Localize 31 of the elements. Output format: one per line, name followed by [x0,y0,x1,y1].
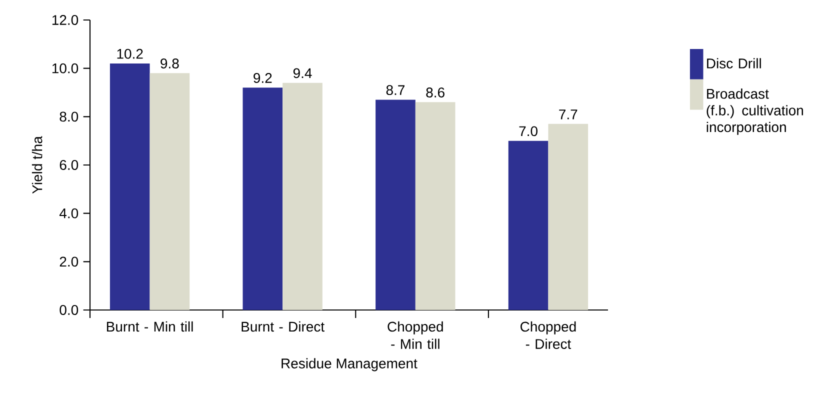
data-label: 9.8 [160,58,179,68]
bar [376,100,416,310]
bar [415,102,456,310]
legend-label: Broadcast (f.b.) cultivation incorporation [706,88,804,135]
bar [242,88,283,310]
y-tick-label: 2.0 [60,256,78,267]
data-label: 9.2 [254,73,272,83]
bar [508,140,548,310]
x-tick-label: Chopped - Direct [520,321,576,350]
legend-label: Disc Drill [707,58,761,68]
data-label: 10.2 [117,48,143,59]
y-tick-label: 12.0 [52,15,78,25]
y-tick-label: 6.0 [60,160,78,170]
data-label: 7.0 [519,126,538,136]
bar [110,64,150,310]
y-tick-label: 4.0 [59,208,78,218]
bar [282,82,322,310]
data-label: 8.6 [426,88,444,98]
bar [548,124,588,310]
x-tick-label: Chopped - Min till [388,321,443,349]
data-label: 7.7 [559,110,578,120]
y-tick-label: 0.0 [60,305,78,315]
x-tick-label: Burnt - Direct [242,321,324,332]
data-label: 9.4 [293,68,312,78]
bar [150,73,190,310]
x-axis-title: Residue Management [282,358,418,372]
x-tick-label: Burnt - Min till [106,321,193,332]
y-tick-label: 10.0 [52,63,78,74]
data-label: 8.7 [386,85,404,96]
y-tick-label: 8.0 [60,112,78,122]
y-axis-title: Yield t/ha [32,136,42,194]
